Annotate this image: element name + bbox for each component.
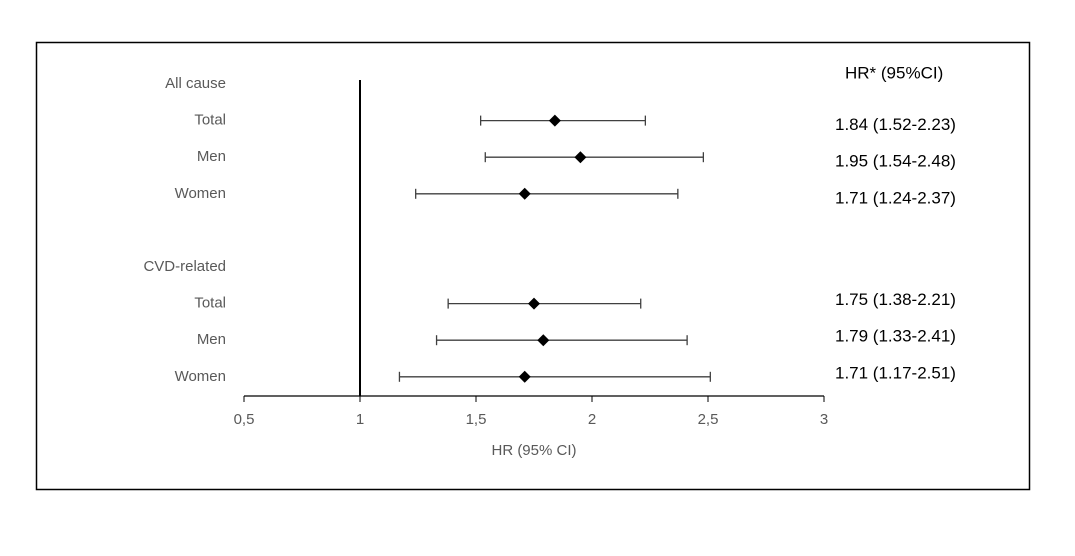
value-label: 1.71 (1.24-2.37) — [835, 188, 956, 207]
category-label: Total — [194, 112, 226, 129]
value-label: 1.79 (1.33-2.41) — [835, 327, 956, 346]
x-tick-label: 3 — [820, 411, 828, 428]
estimate-diamond — [518, 187, 531, 200]
category-label: CVD-related — [143, 258, 226, 275]
estimate-diamond — [574, 151, 587, 164]
value-label: 1.84 (1.52-2.23) — [835, 115, 956, 134]
category-label: Total — [194, 295, 226, 312]
value-label: 1.71 (1.17-2.51) — [835, 363, 956, 382]
category-label: Men — [197, 331, 226, 348]
frame — [35, 41, 1031, 491]
value-label: 1.75 (1.38-2.21) — [835, 290, 956, 309]
x-tick-label: 1 — [356, 411, 364, 428]
x-tick-label: 1,5 — [466, 411, 487, 428]
estimate-diamond — [537, 334, 550, 347]
category-label: Men — [197, 148, 226, 165]
estimate-diamond — [528, 297, 540, 310]
category-label: Women — [175, 185, 226, 202]
x-tick-label: 2 — [588, 411, 596, 428]
x-tick-label: 2,5 — [698, 411, 719, 428]
x-tick-label: 0,5 — [234, 411, 255, 428]
x-axis-title: HR (95% CI) — [491, 442, 576, 459]
label-header: HR* (95%CI) — [845, 63, 943, 82]
estimate-diamond — [518, 370, 531, 383]
estimate-diamond — [548, 114, 561, 127]
category-label: Women — [175, 368, 226, 385]
value-label: 1.95 (1.54-2.48) — [835, 152, 956, 171]
category-label: All cause — [165, 75, 226, 92]
